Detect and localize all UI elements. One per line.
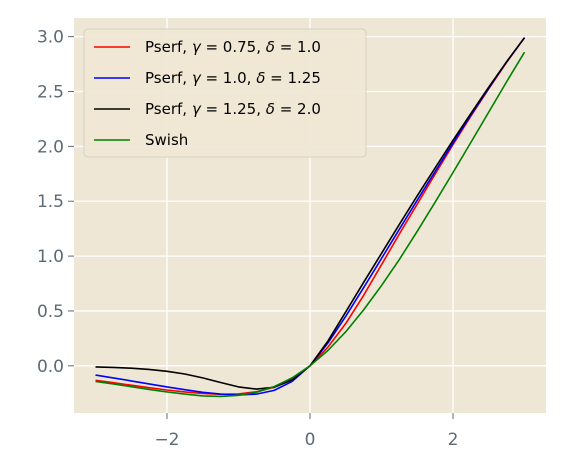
legend-label: Pserf, γ = 1.25, δ = 2.0 <box>145 100 321 118</box>
legend-box <box>83 28 367 158</box>
x-tick-label: 0 <box>305 430 316 450</box>
legend-label-part: Pserf, <box>145 38 192 56</box>
y-tick-label: 0.5 <box>37 302 64 322</box>
y-axis: 0.0 0.5 1.0 1.5 2.0 2.5 3.0 <box>37 28 74 377</box>
legend-label-part: γ <box>192 38 202 56</box>
legend-label-part: γ <box>192 69 202 87</box>
legend-label: Pserf, γ = 1.0, δ = 1.25 <box>145 69 321 87</box>
legend-label-part: = 2.0 <box>275 100 321 118</box>
series-line-3 <box>95 51 526 398</box>
series-lines <box>95 37 526 398</box>
x-tick-label: 2 <box>448 430 459 450</box>
legend-label-part: Pserf, <box>145 100 192 118</box>
legend-label-part: = 1.0, <box>201 69 257 87</box>
legend-label-part: γ <box>192 100 202 118</box>
legend: Pserf, γ = 0.75, δ = 1.0 Pserf, γ = 1.0, … <box>83 28 367 158</box>
x-tick-label: −2 <box>154 430 179 450</box>
y-tick-label: 3.0 <box>37 28 64 48</box>
legend-label-part: = 1.0 <box>275 38 321 56</box>
y-tick-label: 1.5 <box>37 192 64 212</box>
legend-label: Swish <box>145 131 188 149</box>
legend-label-part: δ <box>266 100 275 118</box>
legend-label-part: δ <box>256 69 265 87</box>
legend-label-part: δ <box>266 38 275 56</box>
legend-label-part: = 0.75, <box>201 38 266 56</box>
x-axis: −2 0 2 <box>154 413 458 450</box>
y-tick-label: 2.5 <box>37 83 64 103</box>
y-tick-label: 0.0 <box>37 357 64 377</box>
legend-label-part: Pserf, <box>145 69 192 87</box>
legend-label-part: Swish <box>145 131 188 149</box>
y-tick-label: 1.0 <box>37 247 64 267</box>
legend-label-part: = 1.25 <box>265 69 321 87</box>
legend-label-part: = 1.25, <box>201 100 266 118</box>
legend-label: Pserf, γ = 0.75, δ = 1.0 <box>145 38 321 56</box>
y-tick-label: 2.0 <box>37 137 64 157</box>
